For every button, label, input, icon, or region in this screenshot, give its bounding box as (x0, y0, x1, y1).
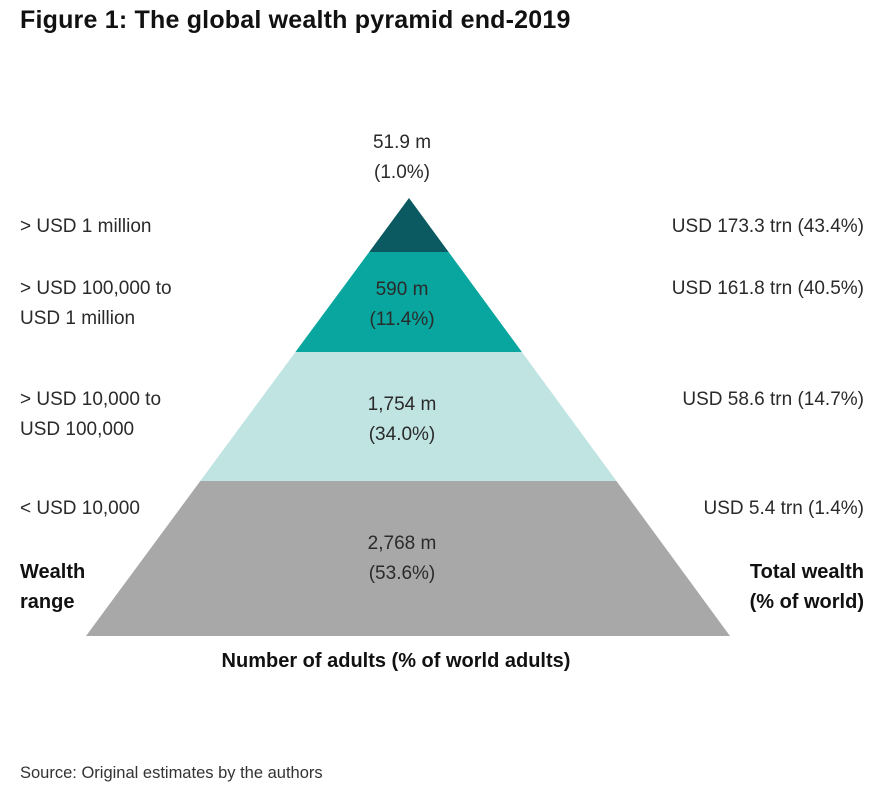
tier-top-wealth: USD 173.3 trn (43.4%) (671, 216, 864, 237)
tier-third-adults-count: 1,754 m (367, 394, 437, 415)
tier-bottom-adults: 2,768 m (53.6%) (332, 529, 472, 589)
tier-top-range-line1: > USD 1 million (20, 216, 152, 237)
adults-axis-label: Number of adults (% of world adults) (221, 650, 571, 672)
tier-second-adults-pct: (11.4%) (369, 309, 435, 330)
tier-bottom-adults-count: 2,768 m (367, 533, 437, 554)
tier-top-shape (369, 198, 449, 252)
tier-second-range-line1: > USD 100,000 to (20, 278, 172, 299)
tier-bottom-shape (86, 481, 730, 636)
tier-second-range: > USD 100,000 to USD 1 million (20, 274, 172, 334)
total-wealth-axis-label: Total wealth (% of world) (750, 557, 864, 617)
tier-top-adults-pct: (1.0%) (374, 162, 430, 183)
tier-second-adults-count: 590 m (375, 279, 429, 300)
tier-bottom-adults-pct: (53.6%) (368, 563, 436, 584)
tier-second-shape (295, 252, 522, 352)
tier-third-wealth: USD 58.6 trn (14.7%) (682, 389, 864, 410)
tier-second-range-line2: USD 1 million (20, 308, 136, 329)
tier-bottom-range: < USD 10,000 (20, 494, 140, 524)
tier-third-range-line2: USD 100,000 (20, 419, 135, 440)
tier-third-adults-pct: (34.0%) (368, 424, 436, 445)
tier-top-adults-count: 51.9 m (372, 132, 432, 153)
total-wealth-label-line2: (% of world) (749, 591, 864, 613)
wealth-range-axis-label: Wealth range (20, 557, 85, 617)
tier-third-range: > USD 10,000 to USD 100,000 (20, 385, 161, 445)
chart-title: Figure 1: The global wealth pyramid end-… (20, 6, 571, 34)
source-note: Source: Original estimates by the author… (20, 764, 323, 782)
tier-second-wealth: USD 161.8 trn (40.5%) (671, 278, 864, 299)
tier-second-adults: 590 m (11.4%) (342, 275, 462, 335)
wealth-range-label-line1: Wealth (20, 561, 86, 583)
tier-bottom-wealth: USD 5.4 trn (1.4%) (703, 498, 865, 519)
wealth-range-label-line2: range (20, 591, 75, 613)
tier-third-shape (200, 352, 617, 481)
tier-third-range-line1: > USD 10,000 to (20, 389, 162, 410)
tier-third-adults: 1,754 m (34.0%) (332, 390, 472, 450)
tier-bottom-range-line1: < USD 10,000 (20, 498, 140, 519)
tier-top-range: > USD 1 million (20, 212, 151, 242)
total-wealth-label-line1: Total wealth (749, 561, 864, 583)
tier-top-adults: 51.9 m (1.0%) (352, 128, 452, 188)
